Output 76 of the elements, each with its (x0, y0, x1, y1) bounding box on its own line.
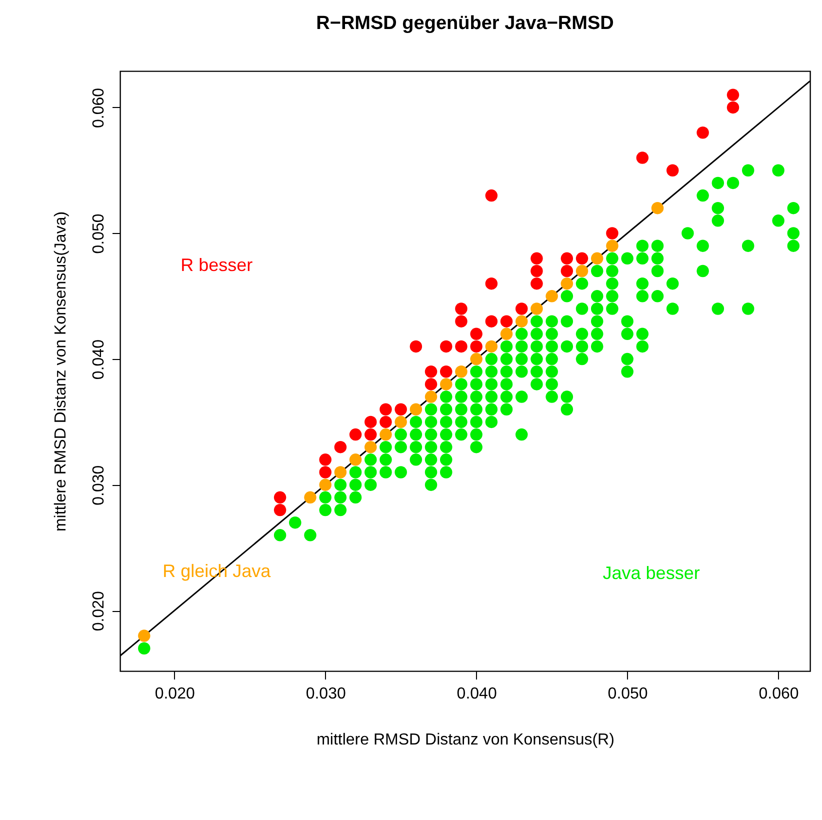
point (530, 277, 543, 290)
point (424, 378, 438, 390)
point (455, 302, 468, 315)
point (515, 302, 528, 315)
point (410, 340, 422, 353)
text: Java besser (602, 562, 700, 583)
point (530, 252, 543, 265)
point (560, 277, 574, 290)
point (394, 416, 407, 428)
point (410, 403, 422, 416)
point (334, 466, 347, 478)
point (455, 366, 468, 378)
point (560, 264, 574, 278)
point (334, 440, 347, 454)
point (349, 454, 362, 466)
x-tick-label: 0.030 (306, 686, 346, 702)
point (440, 340, 452, 353)
point (651, 202, 664, 214)
y-tick-label: 0.020 (90, 591, 108, 632)
point (606, 227, 618, 240)
point (470, 352, 482, 366)
point (590, 252, 604, 265)
point (319, 454, 332, 466)
point (455, 340, 468, 353)
y-tick-label: 0.050 (90, 214, 108, 254)
point (515, 315, 528, 328)
point (485, 277, 498, 290)
point (380, 403, 392, 416)
point (606, 240, 618, 252)
point (380, 416, 392, 428)
point (470, 328, 482, 340)
x-tick-label: 0.060 (758, 686, 799, 702)
y-tick-label: 0.060 (90, 88, 108, 128)
point (319, 478, 332, 491)
chart-title: R−RMSD gegenüber Java−RMSD (316, 13, 614, 34)
point (274, 491, 286, 504)
point (485, 340, 498, 353)
point (364, 440, 377, 454)
point (576, 264, 588, 278)
point (424, 366, 438, 378)
point (576, 252, 588, 265)
point (546, 290, 558, 302)
point (319, 466, 332, 478)
point (364, 428, 377, 441)
y-axis-title: mittlere RMSD Distanz von Konsensus(Java) (52, 211, 70, 532)
point (138, 630, 150, 642)
point (530, 302, 543, 315)
point (696, 126, 709, 139)
point (364, 416, 377, 428)
point (560, 252, 574, 265)
point (440, 366, 452, 378)
point (349, 428, 362, 441)
point (500, 328, 513, 340)
point (380, 428, 392, 441)
x-tick-label: 0.050 (608, 686, 648, 702)
point (440, 378, 452, 390)
point (500, 315, 513, 328)
point (304, 491, 316, 504)
x-tick-label: 0.040 (456, 686, 497, 702)
point (726, 88, 740, 102)
text: R besser (180, 255, 253, 275)
y-tick-label: 0.030 (90, 465, 108, 506)
point (455, 315, 468, 328)
point (530, 264, 543, 278)
y-tick-label: 0.040 (90, 339, 108, 380)
point (394, 403, 407, 416)
point (666, 164, 679, 176)
point (470, 340, 482, 353)
x-axis-title: mittlere RMSD Distanz von Konsensus(R) (316, 732, 614, 748)
point (726, 101, 740, 114)
point (485, 189, 498, 202)
point (636, 152, 649, 164)
point (274, 504, 286, 516)
x-tick-label: 0.020 (154, 686, 195, 702)
point (485, 315, 498, 328)
point (424, 390, 438, 403)
